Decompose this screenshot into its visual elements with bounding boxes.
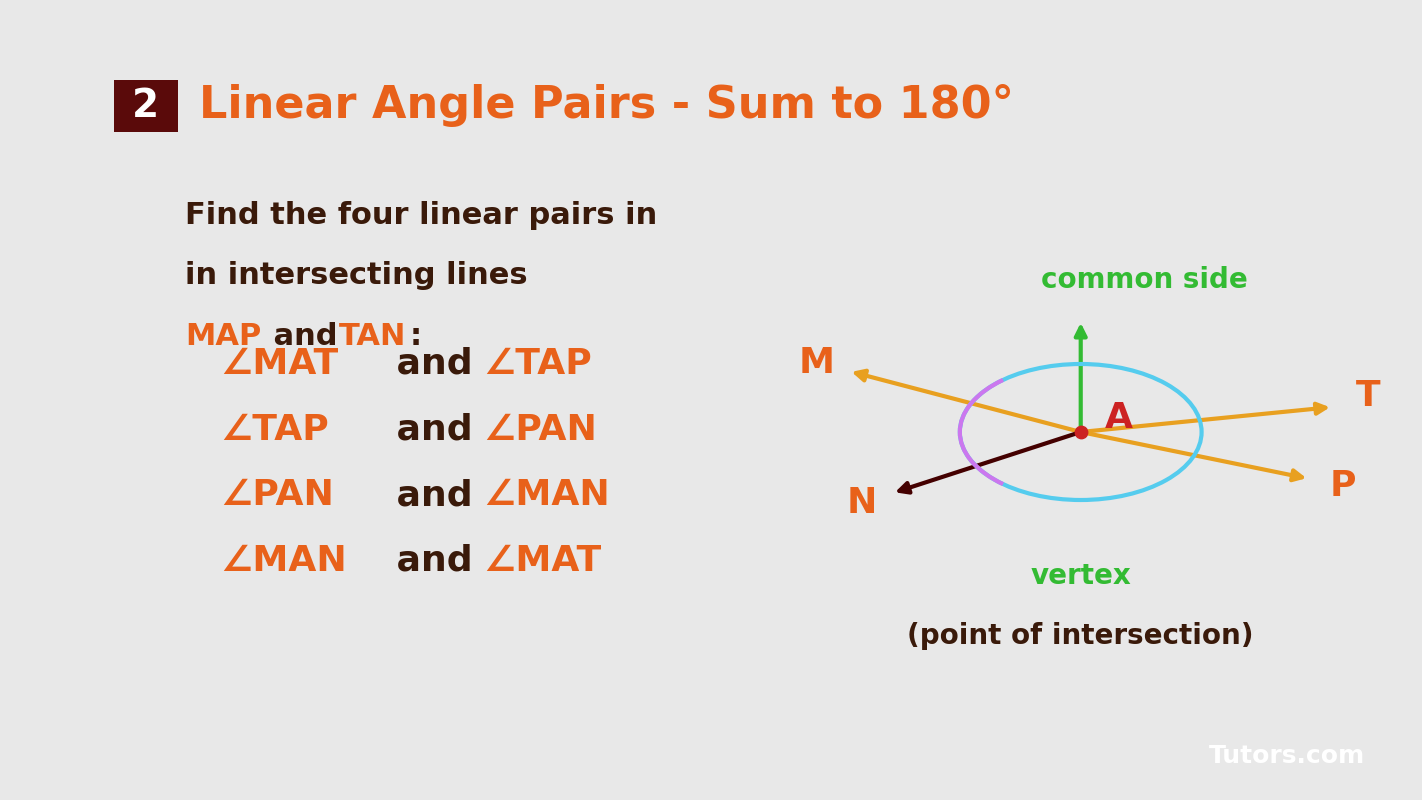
FancyBboxPatch shape bbox=[114, 80, 178, 132]
Text: ∠PAN: ∠PAN bbox=[483, 413, 597, 446]
Text: ∠MAN: ∠MAN bbox=[220, 544, 347, 578]
Text: ∠MAN: ∠MAN bbox=[483, 478, 610, 512]
Text: Tutors.com: Tutors.com bbox=[1209, 744, 1365, 768]
Text: TAN: TAN bbox=[338, 322, 405, 350]
Text: ∠TAP: ∠TAP bbox=[220, 413, 328, 446]
Text: and: and bbox=[384, 413, 485, 446]
Text: and: and bbox=[384, 347, 485, 381]
Text: common side: common side bbox=[1041, 266, 1249, 294]
Text: ∠TAP: ∠TAP bbox=[483, 347, 592, 381]
Text: ∠MAT: ∠MAT bbox=[483, 544, 602, 578]
Text: Find the four linear pairs in: Find the four linear pairs in bbox=[185, 202, 657, 230]
Text: N: N bbox=[846, 486, 877, 520]
Point bbox=[1069, 426, 1092, 438]
Text: Linear Angle Pairs - Sum to 180°: Linear Angle Pairs - Sum to 180° bbox=[199, 84, 1014, 127]
Text: 2: 2 bbox=[132, 86, 159, 125]
Text: (point of intersection): (point of intersection) bbox=[907, 622, 1254, 650]
Text: T: T bbox=[1355, 378, 1381, 413]
Text: A: A bbox=[1105, 401, 1133, 434]
Text: P: P bbox=[1330, 469, 1355, 502]
Text: MAP: MAP bbox=[185, 322, 262, 350]
Text: M: M bbox=[799, 346, 835, 380]
Text: in intersecting lines: in intersecting lines bbox=[185, 262, 528, 290]
Text: and: and bbox=[384, 478, 485, 512]
Text: :: : bbox=[410, 322, 422, 350]
Text: and: and bbox=[263, 322, 348, 350]
Text: and: and bbox=[384, 544, 485, 578]
Text: ∠MAT: ∠MAT bbox=[220, 347, 338, 381]
Text: ∠PAN: ∠PAN bbox=[220, 478, 334, 512]
Text: vertex: vertex bbox=[1031, 562, 1130, 590]
